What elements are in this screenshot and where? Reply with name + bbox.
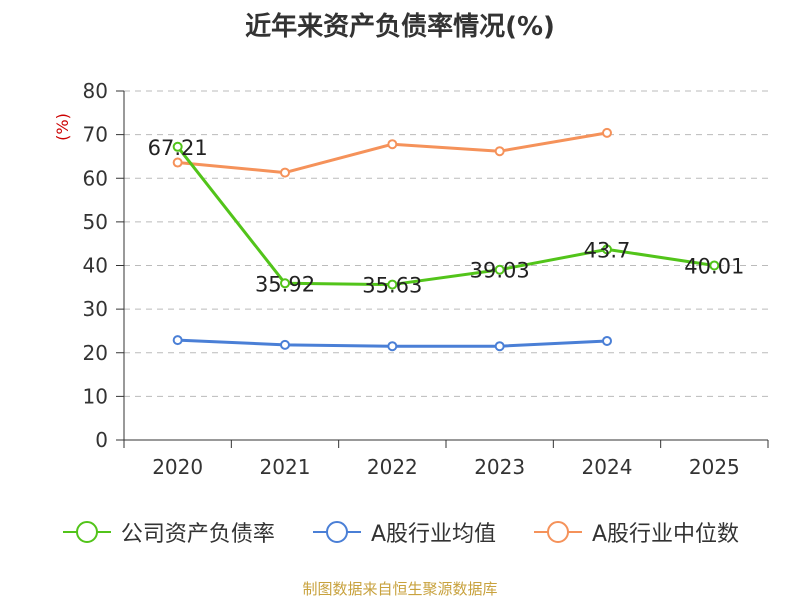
data-point — [280, 278, 290, 289]
data-point — [172, 157, 183, 168]
axis-layer: 0 10 20 30 40 50 60 70 80 (%) 2020 2021 2022 2023 2024… — [53, 79, 769, 479]
data-point — [172, 141, 183, 152]
data-label-layer: 67.21 35.92 35.63 39.03 43.7 40.01 — [148, 136, 745, 298]
data-point — [602, 244, 612, 255]
data-point — [172, 335, 183, 346]
legend-swatch — [62, 521, 111, 543]
series-layer — [172, 127, 720, 352]
x-tick-label: 2024 — [582, 455, 633, 479]
series-line — [176, 145, 715, 287]
x-tick-label: 2023 — [474, 455, 525, 479]
legend-label: 公司资产负债率 — [120, 522, 275, 547]
legend-label: A股行业中位数 — [592, 522, 740, 547]
data-point — [494, 341, 505, 352]
y-axis-unit-label: (%) — [53, 113, 72, 141]
x-tick-label: 2020 — [152, 455, 203, 479]
legend: 公司资产负债率 A股行业均值 A股行业中位数 — [0, 516, 800, 548]
data-point — [494, 146, 505, 157]
data-point — [602, 335, 612, 346]
legend-swatch-marker — [75, 521, 98, 543]
legend-label: A股行业均值 — [370, 522, 496, 547]
data-point — [387, 341, 398, 352]
data-point — [280, 167, 290, 178]
y-tick-label: 30 — [83, 297, 108, 321]
data-label: 40.01 — [684, 254, 744, 278]
y-tick-label: 60 — [83, 166, 108, 190]
x-tick-label: 2021 — [260, 455, 311, 479]
series-line — [177, 131, 608, 175]
data-label: 67.21 — [148, 136, 208, 160]
legend-item[interactable]: 公司资产负债率 — [61, 516, 275, 548]
grid-layer — [124, 90, 768, 397]
data-label: 39.03 — [470, 259, 530, 283]
legend-swatch-marker — [547, 521, 569, 543]
data-point — [602, 127, 612, 138]
x-tick-label: 2025 — [689, 455, 740, 479]
legend-swatch — [534, 521, 582, 543]
chart-title: 近年来资产负债率情况(%) — [245, 12, 555, 42]
legend-swatch-marker — [325, 521, 348, 543]
data-label: 35.92 — [255, 272, 315, 296]
data-point — [387, 279, 398, 290]
y-tick-label: 10 — [83, 384, 108, 408]
data-label: 43.7 — [584, 238, 631, 262]
data-label: 35.63 — [362, 274, 422, 298]
legend-item[interactable]: A股行业中位数 — [532, 516, 739, 548]
data-point — [387, 139, 398, 150]
legend-item[interactable]: A股行业均值 — [311, 516, 496, 548]
y-tick-label: 40 — [83, 254, 108, 278]
line-chart: 0 10 20 30 40 50 60 70 80 (%) 2020 2021 2022 2023 2024… — [53, 79, 769, 479]
legend-swatch — [312, 521, 361, 543]
y-tick-label: 70 — [83, 123, 108, 147]
y-tick-label: 20 — [83, 341, 108, 365]
y-tick-label: 80 — [83, 79, 108, 103]
data-point — [280, 339, 290, 350]
data-point — [709, 260, 720, 271]
source-note: 制图数据来自恒生聚源数据库 — [302, 580, 498, 598]
data-point — [494, 264, 505, 275]
y-tick-label: 50 — [83, 210, 108, 234]
y-tick-label: 0 — [95, 428, 108, 452]
x-tick-label: 2022 — [367, 455, 418, 479]
